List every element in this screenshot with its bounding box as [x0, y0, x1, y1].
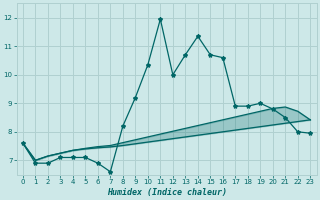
X-axis label: Humidex (Indice chaleur): Humidex (Indice chaleur): [107, 188, 227, 197]
